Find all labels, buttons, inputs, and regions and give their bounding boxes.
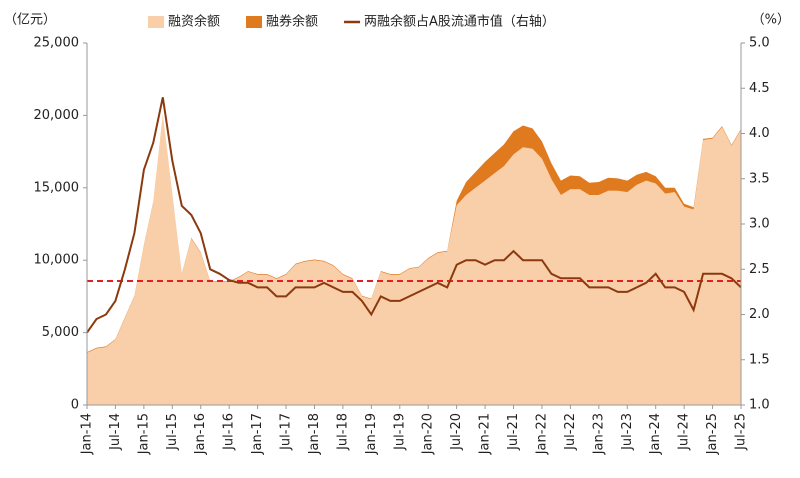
y2-tick-label: 2.0 <box>749 307 770 322</box>
y-axis-label: （亿元） <box>4 13 56 28</box>
y2-tick-label: 2.5 <box>749 262 770 277</box>
x-tick-label: Jan-23 <box>591 413 606 455</box>
x-tick-label: Jul-14 <box>108 413 123 451</box>
x-tick-label: Jul-25 <box>734 413 749 451</box>
x-tick-label: Jan-24 <box>648 413 663 455</box>
y2-tick-label: 1.0 <box>749 398 770 413</box>
x-tick-label: Jul-16 <box>222 413 237 451</box>
y2-tick-label: 4.5 <box>749 81 770 96</box>
legend-label: 融券余额 <box>266 14 318 30</box>
x-tick-label: Jan-16 <box>193 413 208 455</box>
legend-label: 两融余额占A股流通市值（右轴） <box>364 14 555 30</box>
x-tick-label: Jul-21 <box>506 413 521 451</box>
x-tick-label: Jul-15 <box>165 413 180 451</box>
x-tick-label: Jan-19 <box>364 413 379 455</box>
y-tick-label: 0 <box>71 398 79 413</box>
y2-tick-label: 5.0 <box>749 36 770 51</box>
x-tick-label: Jan-22 <box>534 413 549 455</box>
y-tick-label: 15,000 <box>34 180 80 195</box>
legend-swatch <box>246 16 263 28</box>
x-tick-label: Jan-25 <box>705 413 720 455</box>
x-tick-label: Jan-20 <box>421 413 436 455</box>
y-tick-label: 25,000 <box>34 36 80 51</box>
y2-tick-label: 3.0 <box>749 217 770 232</box>
x-tick-label: Jul-23 <box>620 413 635 451</box>
legend-label: 融资余额 <box>168 14 220 30</box>
x-tick-label: Jul-18 <box>335 413 350 451</box>
x-tick-label: Jan-18 <box>307 413 322 455</box>
x-tick-label: Jan-15 <box>136 413 151 455</box>
y-tick-label: 10,000 <box>34 253 80 268</box>
y-tick-label: 20,000 <box>34 108 80 123</box>
area <box>87 115 741 406</box>
y2-axis-label: （%） <box>752 13 790 28</box>
x-tick-label: Jan-17 <box>250 413 265 455</box>
x-tick-label: Jul-19 <box>392 413 407 451</box>
y2-tick-label: 1.5 <box>749 352 770 367</box>
line <box>86 97 742 334</box>
y-tick-label: 5,000 <box>42 325 79 340</box>
y2-tick-label: 4.0 <box>749 126 770 141</box>
x-tick-label: Jul-22 <box>563 413 578 451</box>
x-tick-label: Jul-24 <box>677 413 692 451</box>
y2-tick-label: 3.5 <box>749 171 770 186</box>
x-tick-label: Jan-21 <box>478 413 493 455</box>
x-tick-label: Jan-14 <box>80 413 95 455</box>
x-tick-label: Jul-17 <box>279 413 294 451</box>
legend-swatch <box>148 16 164 28</box>
x-tick-label: Jul-20 <box>449 413 464 451</box>
